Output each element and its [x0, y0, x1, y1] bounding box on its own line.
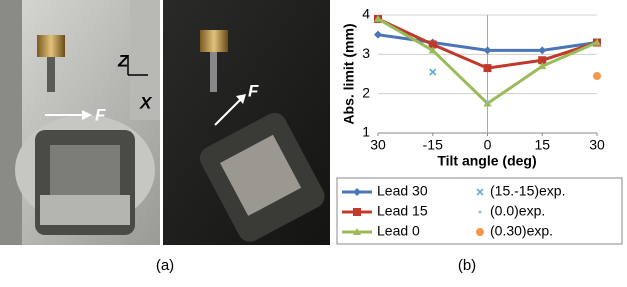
caption: (a)	[156, 257, 174, 274]
y-tick-label: 2	[362, 84, 370, 100]
photo-label: F	[95, 105, 106, 124]
point	[484, 64, 492, 72]
x-tick-label: 15	[534, 137, 550, 153]
legend-marker	[477, 189, 483, 195]
y-tick-label: 3	[362, 45, 370, 61]
photo-right	[163, 0, 330, 246]
figure: F Z X F (a) (b) Abs. limit (mm) Tilt ang…	[0, 0, 627, 282]
legend-label: Lead 30	[377, 183, 428, 199]
legend-label: (0.30)exp.	[490, 223, 553, 239]
x-tick-label: 30	[370, 137, 386, 153]
photo-label: X	[139, 93, 153, 112]
legend-marker	[479, 211, 482, 214]
exp-point	[593, 72, 601, 80]
y-tick-label: 1	[362, 124, 370, 140]
x-tick-label: 0	[484, 137, 492, 153]
photo-label: Z	[117, 51, 129, 70]
legend-label: (0.0)exp.	[490, 203, 545, 219]
legend-label: (15.-15)exp.	[490, 183, 565, 199]
exp-point	[430, 69, 436, 75]
caption: (b)	[458, 257, 476, 274]
photo-left	[0, 0, 160, 245]
legend-label: Lead 15	[377, 203, 428, 219]
point	[538, 46, 546, 54]
y-axis-label: Abs. limit (mm)	[341, 23, 357, 124]
legend-marker	[476, 228, 484, 236]
x-tick-label: 30	[589, 137, 605, 153]
point	[484, 46, 492, 54]
y-tick-label: 4	[362, 6, 370, 22]
legend-marker	[353, 208, 361, 216]
point	[374, 31, 382, 39]
x-tick-label: -15	[423, 137, 443, 153]
legend-label: Lead 0	[377, 223, 420, 239]
exp-point	[486, 100, 489, 103]
legend-marker	[353, 188, 361, 196]
x-axis-label: Tilt angle (deg)	[437, 153, 536, 169]
photo-label: F	[248, 81, 259, 100]
